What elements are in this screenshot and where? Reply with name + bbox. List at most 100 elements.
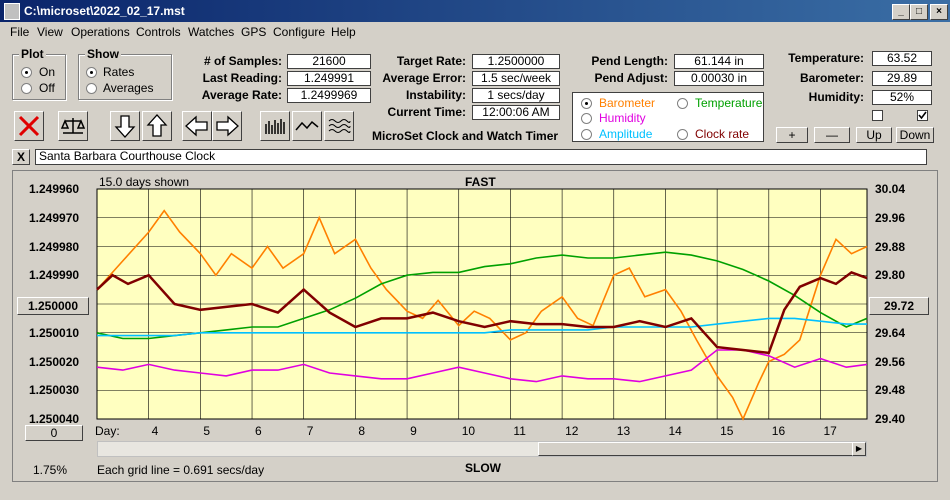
left-center-button[interactable]: 1.250000: [17, 297, 89, 315]
arrow-up-button[interactable]: [142, 111, 172, 141]
right-axis-tick: 29.80: [875, 268, 906, 283]
app-icon: [4, 3, 20, 20]
wave-view-button[interactable]: [324, 111, 354, 141]
right-center-button[interactable]: 29.72: [869, 297, 929, 315]
left-axis-tick: 1.250040: [29, 412, 80, 426]
slow-label: SLOW: [465, 461, 501, 475]
plot-off-radio[interactable]: [21, 83, 32, 94]
arrow-left-button[interactable]: [182, 111, 212, 141]
menu-help[interactable]: Help: [331, 25, 356, 39]
target-rate-field[interactable]: 1.2500000: [472, 54, 560, 69]
humidity-label: Humidity:: [808, 90, 864, 104]
legend-amplitude-radio[interactable]: [581, 129, 592, 140]
x-axis-tick: 15: [720, 424, 734, 438]
percent-label: 1.75%: [33, 463, 68, 477]
arrow-down-button[interactable]: [110, 111, 140, 141]
close-clock-button[interactable]: X: [12, 149, 30, 165]
option-checkbox-1[interactable]: [872, 110, 883, 121]
legend-clockrate-radio[interactable]: [677, 129, 688, 140]
show-rates-radio[interactable]: [86, 67, 97, 78]
menu-bar: File View Operations Controls Watches GP…: [0, 22, 950, 42]
show-rates-label: Rates: [103, 65, 135, 79]
plot-on-label: On: [39, 65, 56, 79]
last-reading-label: Last Reading:: [202, 71, 282, 85]
line-view-button[interactable]: [292, 111, 322, 141]
fast-label: FAST: [465, 175, 496, 189]
down-button[interactable]: Down: [896, 127, 934, 143]
menu-gps[interactable]: GPS: [241, 25, 267, 39]
menu-view[interactable]: View: [37, 25, 63, 39]
menu-configure[interactable]: Configure: [273, 25, 326, 39]
minimize-button[interactable]: _: [892, 4, 910, 20]
clock-name-field[interactable]: Santa Barbara Courthouse Clock: [35, 149, 927, 165]
checkmark-icon: [918, 111, 927, 120]
maximize-button[interactable]: □: [910, 4, 928, 20]
x-axis-tick: 13: [616, 424, 631, 438]
temperature-label: Temperature:: [788, 51, 864, 65]
minus-button[interactable]: —: [814, 127, 850, 143]
x-axis-tick: 17: [823, 424, 837, 438]
show-group-title: Show: [85, 47, 121, 61]
close-window-button[interactable]: ×: [930, 4, 948, 20]
left-axis-tick: 1.249960: [29, 182, 80, 196]
title-bar: C:\microset\2022_02_17.mst _ □ ×: [0, 0, 950, 22]
balance-button[interactable]: [58, 111, 88, 141]
instability-label: Instability:: [405, 88, 466, 102]
barometer-field: 29.89: [872, 71, 932, 86]
x-axis-tick: 8: [358, 424, 366, 438]
up-arrow-icon: [146, 114, 168, 137]
arrow-right-button[interactable]: [212, 111, 242, 141]
instability-field: 1 secs/day: [472, 88, 560, 103]
last-reading-field: 1.249991: [287, 71, 371, 86]
scroll-right-arrow-icon[interactable]: ▶: [852, 442, 866, 456]
average-error-field: 1.5 sec/week: [472, 71, 560, 86]
show-averages-radio[interactable]: [86, 83, 97, 94]
x-axis-tick: 14: [668, 424, 682, 438]
menu-operations[interactable]: Operations: [71, 25, 130, 39]
bottom-left-button[interactable]: 0: [25, 425, 83, 441]
x-axis-tick: 4: [151, 424, 159, 438]
right-axis-tick: 29.40: [875, 412, 906, 426]
day-axis-label: Day:: [95, 424, 120, 438]
average-rate-field: 1.2499969: [287, 88, 371, 103]
series-line-temperature: [96, 251, 868, 340]
legend-amplitude-label: Amplitude: [599, 127, 653, 141]
app-name-label: MicroSet Clock and Watch Timer: [372, 129, 559, 143]
menu-watches[interactable]: Watches: [188, 25, 235, 39]
legend-clockrate-label: Clock rate: [695, 127, 750, 141]
left-axis-tick: 1.249980: [29, 239, 80, 254]
bar-view-button[interactable]: [260, 111, 290, 141]
plus-button[interactable]: +: [776, 127, 808, 143]
samples-field: 21600: [287, 54, 371, 69]
plot-panel: 15.0 days shown FAST SLOW Each grid line…: [12, 170, 938, 482]
plot-group-title: Plot: [19, 47, 46, 61]
left-axis-tick: 1.249970: [29, 210, 80, 225]
plot-on-radio[interactable]: [21, 67, 32, 78]
average-error-label: Average Error:: [382, 71, 466, 85]
series-legend: Barometer Temperature Humidity Amplitude…: [572, 92, 764, 142]
legend-humidity-radio[interactable]: [581, 113, 592, 124]
x-axis-tick: 6: [255, 424, 262, 438]
option-checkbox-2[interactable]: [917, 110, 928, 121]
x-axis-tick: 5: [203, 424, 211, 438]
legend-barometer-label: Barometer: [599, 96, 656, 110]
horizontal-scrollbar[interactable]: ▶: [97, 441, 867, 457]
scrollbar-thumb[interactable]: [538, 442, 856, 456]
grid-note-label: Each grid line = 0.691 secs/day: [97, 463, 265, 477]
series-line-clock-rate: [96, 270, 868, 355]
menu-controls[interactable]: Controls: [136, 25, 181, 39]
rate-chart[interactable]: [13, 171, 937, 481]
stop-button[interactable]: [14, 111, 44, 141]
x-axis-tick: 12: [565, 424, 579, 438]
bars-icon: [265, 119, 285, 134]
legend-temperature-radio[interactable]: [677, 98, 688, 109]
up-button[interactable]: Up: [856, 127, 892, 143]
x-axis-tick: 16: [771, 424, 786, 438]
legend-barometer-radio[interactable]: [581, 98, 592, 109]
x-axis-tick: 10: [461, 424, 476, 438]
days-shown-label: 15.0 days shown: [99, 175, 190, 189]
right-axis-tick: 29.48: [875, 383, 906, 398]
menu-file[interactable]: File: [10, 25, 30, 39]
right-axis-tick: 29.56: [875, 354, 906, 369]
plot-off-label: Off: [39, 81, 55, 95]
